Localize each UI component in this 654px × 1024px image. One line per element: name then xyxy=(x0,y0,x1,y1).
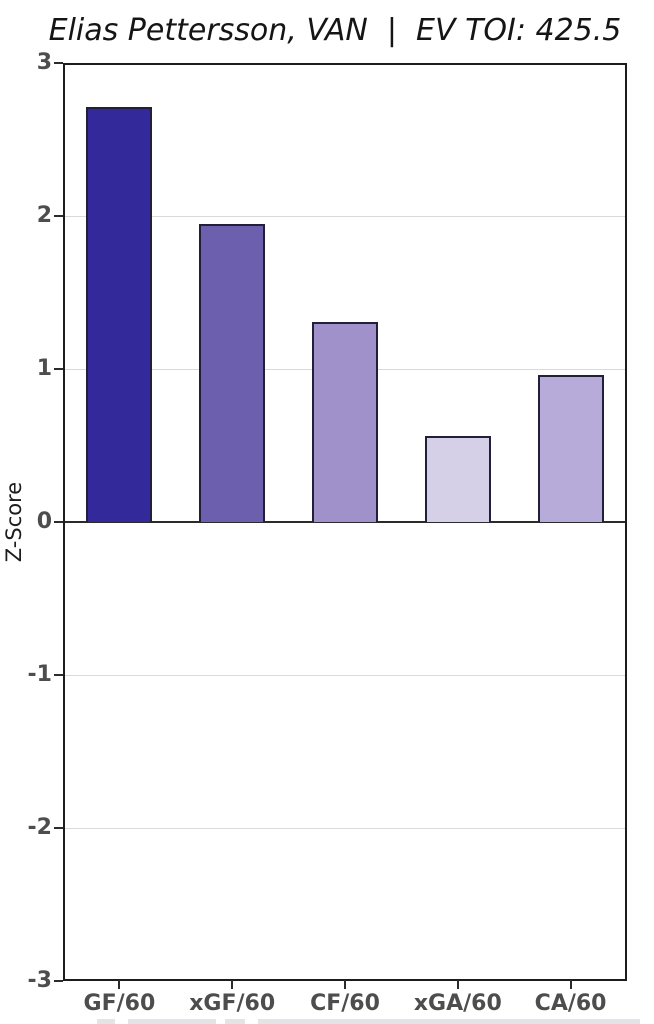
y-tick-mark-0 xyxy=(54,521,63,523)
x-tick-mark-2 xyxy=(231,980,234,989)
x-tick-mark-3 xyxy=(344,980,346,989)
cropped-content-artifact xyxy=(258,1019,640,1024)
gridline-y-2 xyxy=(65,828,625,829)
y-tick-mark-2 xyxy=(54,215,63,217)
bar-cf60 xyxy=(312,321,378,522)
y-tick-mark-1 xyxy=(54,368,63,370)
bar-ca60 xyxy=(537,375,604,522)
y-tick-label-3: 3 xyxy=(36,50,52,75)
y-tick-label--3: -3 xyxy=(27,968,52,993)
cropped-content-artifact xyxy=(225,1019,245,1024)
plot-area xyxy=(63,63,627,981)
chart-title: Elias Pettersson, VAN | EV TOI: 425.5 xyxy=(48,13,622,48)
bar-xga60 xyxy=(424,436,491,522)
y-tick-label-2: 2 xyxy=(36,203,52,228)
x-tick-mark-4 xyxy=(456,980,459,989)
y-tick-mark--3 xyxy=(54,980,63,982)
x-tick-mark-5 xyxy=(569,980,572,989)
y-tick-mark-3 xyxy=(54,62,63,64)
bar-xgf60 xyxy=(199,223,266,522)
cropped-content-artifact xyxy=(97,1019,115,1024)
gridline-y2 xyxy=(65,216,625,217)
y-tick-label--1: -1 xyxy=(27,662,52,687)
x-tick-label-ca60: CA/60 xyxy=(534,991,607,1016)
x-tick-mark-1 xyxy=(118,980,121,989)
x-tick-label-gf60: GF/60 xyxy=(83,991,156,1016)
zero-baseline xyxy=(65,521,625,523)
bar-gf60 xyxy=(86,107,153,522)
y-tick-mark--1 xyxy=(54,674,63,676)
y-tick-label--2: -2 xyxy=(27,815,52,840)
gridline-y-1 xyxy=(65,675,625,676)
x-tick-label-xgf60: xGF/60 xyxy=(189,991,276,1016)
x-tick-label-cf60: CF/60 xyxy=(310,991,380,1016)
x-tick-label-xga60: xGA/60 xyxy=(413,991,502,1016)
y-tick-label-1: 1 xyxy=(36,356,52,381)
y-tick-label-0: 0 xyxy=(36,509,52,534)
cropped-content-artifact xyxy=(128,1019,216,1024)
y-tick-mark--2 xyxy=(54,827,63,829)
